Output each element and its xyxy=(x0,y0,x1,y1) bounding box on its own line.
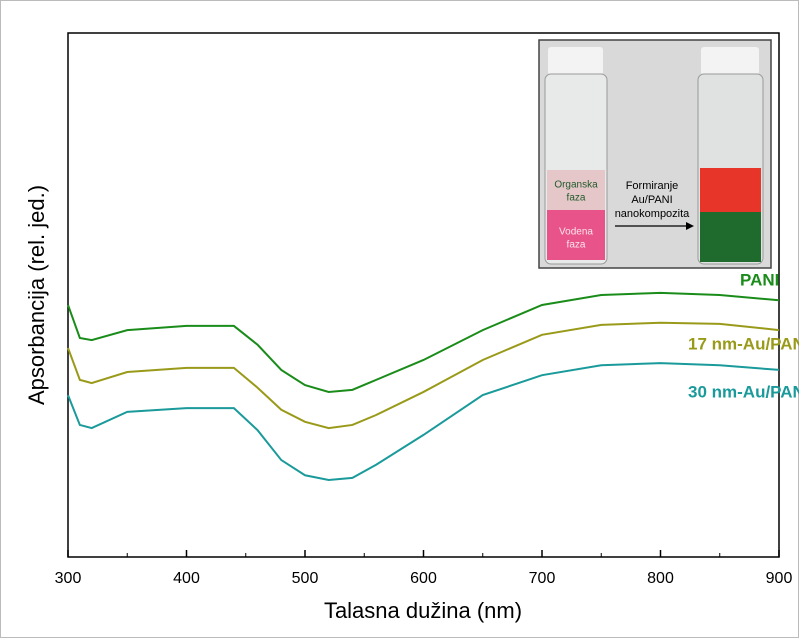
inset-label: faza xyxy=(567,193,586,204)
x-tick-label: 900 xyxy=(766,570,793,587)
series-label: PANI xyxy=(740,270,779,289)
series-label: 17 nm-Au/PANI xyxy=(688,334,799,353)
x-tick-label: 800 xyxy=(647,570,674,587)
x-tick-label: 400 xyxy=(173,570,200,587)
inset-label: faza xyxy=(567,240,586,251)
x-tick-label: 300 xyxy=(55,570,82,587)
y-axis-label: Apsorbancija (rel. jed.) xyxy=(24,185,49,405)
inset-label: Formiranje xyxy=(626,180,679,192)
inset-label: Vodena xyxy=(559,227,593,238)
x-tick-label: 700 xyxy=(529,570,556,587)
inset-photo xyxy=(538,39,772,269)
x-tick-label: 500 xyxy=(292,570,319,587)
series-label: 30 nm-Au/PANI xyxy=(688,382,799,401)
line-series xyxy=(67,291,780,393)
inset-label: nanokompozita xyxy=(615,208,690,220)
inset-label: Organska xyxy=(554,180,598,191)
x-axis-label: Talasna dužina (nm) xyxy=(324,598,522,623)
x-tick-label: 600 xyxy=(410,570,437,587)
line-series xyxy=(67,321,780,430)
inset-label: Au/PANI xyxy=(631,194,672,206)
line-series xyxy=(67,362,780,481)
